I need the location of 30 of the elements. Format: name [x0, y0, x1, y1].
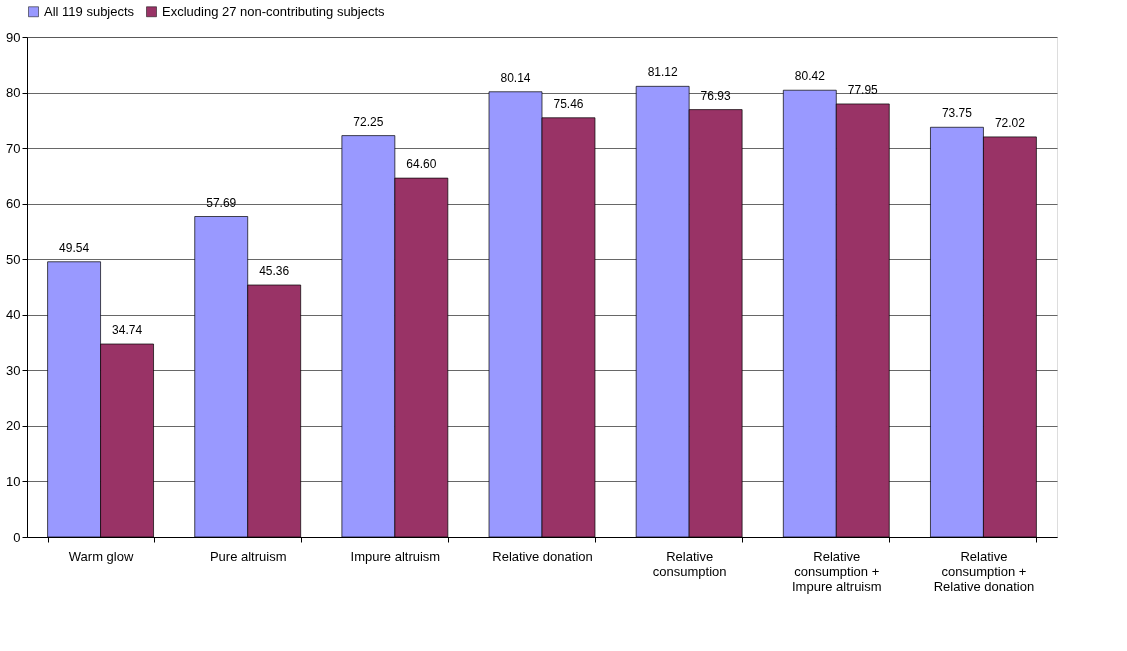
- y-tick-label: 50: [6, 251, 21, 267]
- legend-label: All 119 subjects: [44, 3, 135, 19]
- y-tick-label: 10: [6, 473, 21, 489]
- x-tick-label: Relative consumption + Relative donation: [933, 548, 1035, 594]
- x-tick-label: Pure altruism: [209, 548, 287, 564]
- x-tick-label: Impure altruism: [350, 548, 441, 564]
- y-tick-label: 40: [6, 307, 21, 323]
- data-label: 81.12: [647, 65, 678, 80]
- data-label: 34.74: [112, 323, 143, 337]
- data-label: 45.36: [259, 264, 290, 278]
- x-tick-label: Warm glow: [68, 548, 134, 564]
- data-label: 64.60: [406, 157, 437, 172]
- data-label: 72.25: [353, 114, 384, 129]
- data-label: 80.14: [500, 70, 531, 85]
- y-tick-label: 70: [6, 140, 21, 156]
- y-tick-label: 80: [6, 85, 21, 101]
- data-label: 49.54: [59, 240, 90, 255]
- y-tick-label: 20: [6, 418, 21, 434]
- data-label: 72.02: [994, 115, 1026, 130]
- data-label: 73.75: [941, 106, 973, 121]
- x-tick-label: Relative consumption + Impure altruism: [792, 548, 882, 594]
- legend-label: Excluding 27 non-contributing subjects: [162, 3, 386, 19]
- y-tick-label: 0: [13, 529, 21, 545]
- y-tick-label: 30: [6, 362, 21, 378]
- y-tick-label: 60: [6, 196, 21, 212]
- x-tick-label: Relative consumption: [652, 548, 727, 579]
- y-tick-label: 90: [6, 29, 21, 45]
- x-tick-label: Relative donation: [492, 548, 593, 564]
- data-label: 80.42: [794, 69, 826, 84]
- data-label: 75.46: [553, 96, 584, 111]
